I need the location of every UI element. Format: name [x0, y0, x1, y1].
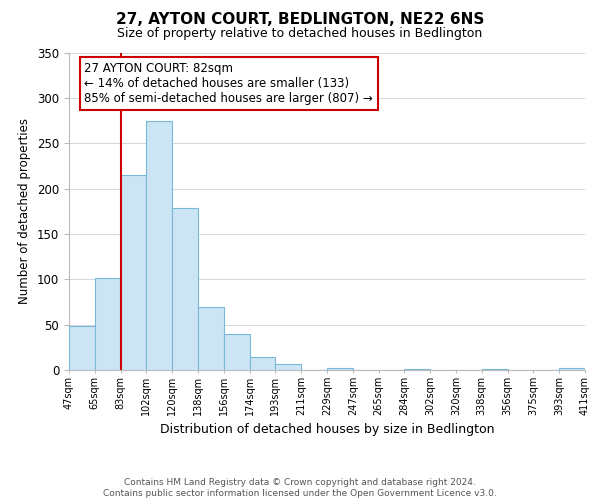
Bar	[121, 175, 146, 370]
Bar	[69, 326, 95, 370]
Text: Size of property relative to detached houses in Bedlington: Size of property relative to detached ho…	[118, 28, 482, 40]
Bar	[95, 278, 121, 370]
Bar	[327, 368, 353, 370]
Y-axis label: Number of detached properties: Number of detached properties	[19, 118, 31, 304]
X-axis label: Distribution of detached houses by size in Bedlington: Distribution of detached houses by size …	[160, 424, 494, 436]
Bar	[482, 369, 508, 370]
Bar	[559, 368, 585, 370]
Bar	[198, 308, 224, 370]
Text: 27 AYTON COURT: 82sqm
← 14% of detached houses are smaller (133)
85% of semi-det: 27 AYTON COURT: 82sqm ← 14% of detached …	[85, 62, 373, 105]
Text: 27, AYTON COURT, BEDLINGTON, NE22 6NS: 27, AYTON COURT, BEDLINGTON, NE22 6NS	[116, 12, 484, 28]
Bar	[404, 369, 430, 370]
Bar	[275, 364, 301, 370]
Bar	[172, 208, 198, 370]
Text: Contains HM Land Registry data © Crown copyright and database right 2024.
Contai: Contains HM Land Registry data © Crown c…	[103, 478, 497, 498]
Bar	[146, 122, 172, 370]
Bar	[224, 334, 250, 370]
Bar	[250, 358, 275, 370]
